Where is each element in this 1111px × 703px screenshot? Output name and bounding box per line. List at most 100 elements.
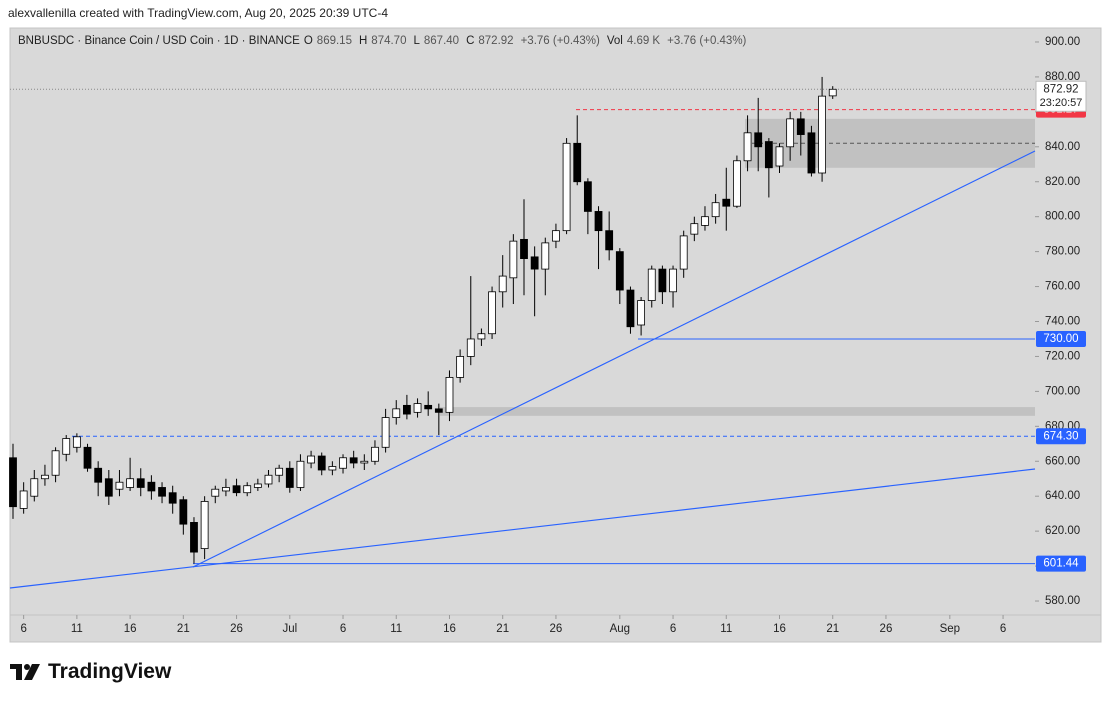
candle-body bbox=[605, 230, 614, 251]
candle-body bbox=[424, 404, 433, 410]
x-tick-label: Sep bbox=[940, 623, 960, 635]
candle-body bbox=[764, 141, 773, 169]
y-tick-label: 760.00 bbox=[1045, 281, 1080, 293]
candle-body bbox=[371, 446, 379, 462]
candle-body bbox=[360, 460, 369, 464]
candle-body bbox=[434, 408, 443, 413]
candle-body bbox=[232, 485, 241, 494]
candle-body bbox=[104, 478, 113, 497]
candle-body bbox=[658, 268, 667, 293]
x-tick-label: Aug bbox=[610, 623, 630, 635]
candle-body bbox=[541, 242, 550, 270]
candle-body bbox=[94, 467, 103, 483]
x-tick-label: Jul bbox=[282, 623, 297, 635]
candle-body bbox=[456, 356, 465, 378]
x-tick-label: 11 bbox=[720, 623, 732, 635]
candle-body bbox=[637, 300, 646, 326]
brand-name: TradingView bbox=[48, 660, 172, 683]
candle-body bbox=[743, 132, 752, 162]
candle-body bbox=[754, 132, 763, 148]
candle-body bbox=[136, 478, 145, 488]
candle-body bbox=[828, 88, 837, 97]
x-tick-label: 6 bbox=[340, 623, 346, 635]
candle-body bbox=[158, 487, 166, 497]
candle-body bbox=[402, 404, 411, 415]
price-label-box bbox=[1036, 428, 1086, 445]
legend-key: H bbox=[358, 35, 368, 47]
countdown: 23:20:57 bbox=[1040, 97, 1083, 109]
candle-body bbox=[466, 338, 475, 357]
y-tick-label: 780.00 bbox=[1045, 246, 1080, 258]
y-tick-label: 580.00 bbox=[1045, 595, 1080, 607]
candle-body bbox=[307, 455, 315, 464]
candle-body bbox=[51, 450, 60, 476]
legend-key: L bbox=[413, 35, 420, 47]
brand-logo: TradingView bbox=[10, 660, 171, 684]
legend-key: O bbox=[303, 35, 313, 47]
y-tick-label: 800.00 bbox=[1045, 211, 1080, 223]
candle-body bbox=[690, 223, 699, 235]
candle-body bbox=[339, 457, 347, 469]
price-label: 601.44 bbox=[1043, 558, 1079, 570]
legend-value: 867.40 bbox=[423, 35, 460, 47]
candle-body bbox=[296, 460, 305, 488]
candle-body bbox=[83, 446, 92, 469]
x-tick-label: 11 bbox=[71, 623, 83, 635]
candle-body bbox=[253, 483, 262, 488]
price-label: 730.00 bbox=[1043, 333, 1078, 345]
candle-body bbox=[701, 216, 709, 226]
zone bbox=[440, 407, 1035, 416]
y-tick-label: 620.00 bbox=[1045, 525, 1080, 537]
candle-body bbox=[264, 474, 273, 485]
trend-line bbox=[9, 468, 1036, 589]
candle-body bbox=[722, 198, 731, 207]
legend-value: 872.92 bbox=[478, 35, 514, 47]
candle-body bbox=[41, 474, 49, 480]
candle-body bbox=[477, 333, 486, 340]
y-tick-label: 660.00 bbox=[1045, 455, 1080, 467]
candle-body bbox=[9, 457, 17, 508]
candle-body bbox=[562, 142, 571, 232]
y-tick-label: 640.00 bbox=[1045, 490, 1080, 502]
candle-body bbox=[445, 377, 454, 413]
x-tick-label: 16 bbox=[443, 623, 456, 635]
x-tick-label: 6 bbox=[1000, 623, 1006, 635]
candle-body bbox=[179, 499, 188, 525]
candle-body bbox=[115, 481, 124, 490]
candle-body bbox=[328, 466, 337, 471]
legend-value: 869.15 bbox=[316, 35, 352, 47]
x-tick-label: 21 bbox=[826, 623, 839, 635]
trend-line bbox=[192, 150, 1036, 568]
candle-body bbox=[381, 417, 390, 448]
legend-key: BNBUSDC · Binance Coin / USD Coin · 1D ·… bbox=[18, 35, 300, 47]
x-tick-label: 6 bbox=[20, 623, 26, 635]
candle-body bbox=[615, 251, 624, 291]
candle-body bbox=[488, 291, 496, 335]
x-tick-label: 11 bbox=[390, 623, 402, 635]
candle-body bbox=[669, 268, 677, 293]
y-tick-label: 840.00 bbox=[1045, 141, 1080, 153]
candle-body bbox=[552, 230, 560, 242]
candle-body bbox=[413, 403, 422, 413]
x-tick-label: 6 bbox=[670, 623, 676, 635]
y-tick-label: 700.00 bbox=[1045, 385, 1080, 397]
candle-body bbox=[530, 256, 539, 270]
legend-value: +3.76 (+0.43%) bbox=[667, 35, 747, 47]
candle-body bbox=[818, 95, 826, 174]
last-price-box bbox=[1035, 80, 1087, 112]
x-tick-label: 26 bbox=[880, 623, 893, 635]
candle-body bbox=[275, 467, 284, 476]
candle-body bbox=[711, 202, 720, 218]
candle-body bbox=[594, 211, 603, 232]
price-label: 674.30 bbox=[1043, 430, 1078, 442]
candle-body bbox=[807, 132, 816, 174]
candle-body bbox=[285, 467, 294, 488]
legend-key: C bbox=[466, 35, 475, 47]
candle-body bbox=[211, 488, 220, 497]
candle-body bbox=[626, 289, 635, 328]
price-label-box bbox=[1036, 330, 1086, 347]
x-tick-label: 21 bbox=[496, 623, 509, 635]
price-label-box bbox=[1036, 555, 1086, 572]
